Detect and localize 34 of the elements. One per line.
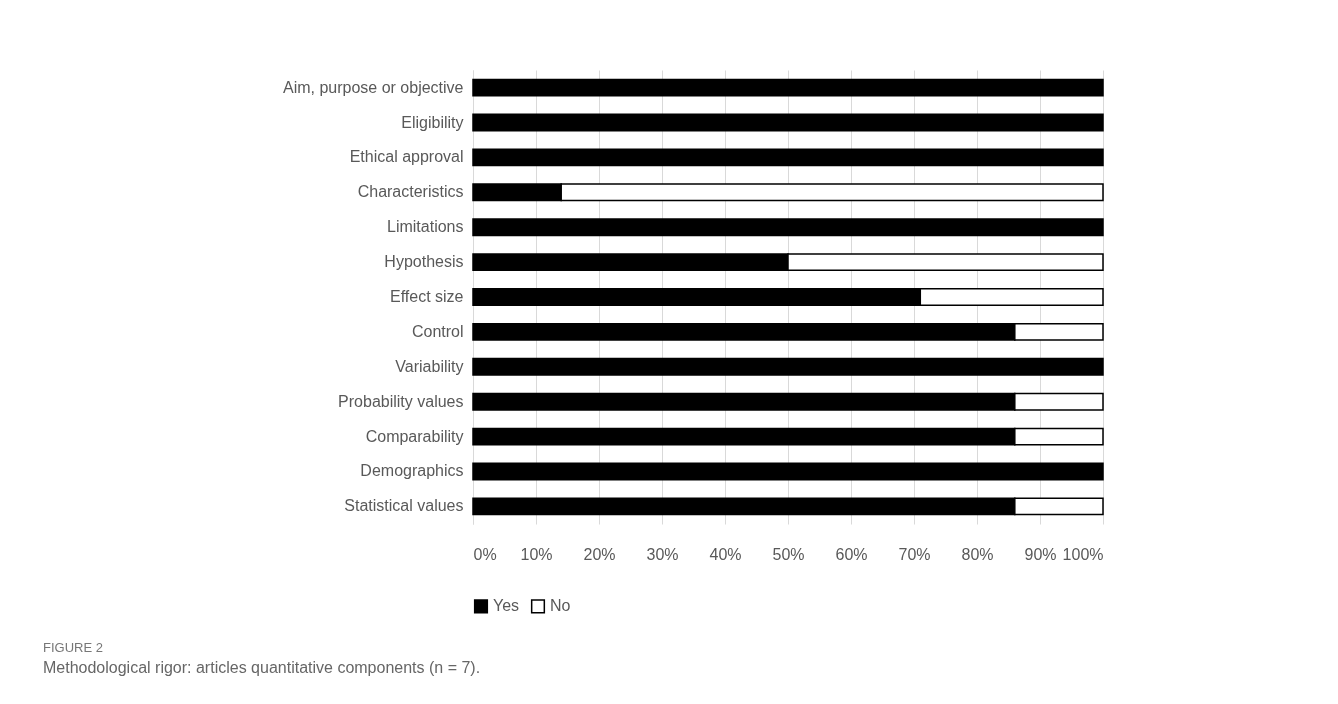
- caption: FIGURE 2: [43, 640, 104, 655]
- x-tick-label: 60%: [835, 545, 868, 563]
- x-tick-label: 70%: [898, 545, 931, 563]
- x-tick-label: 10%: [520, 545, 553, 563]
- y-tick-label: Demographics: [360, 462, 464, 480]
- y-tick-label: Hypothesis: [384, 253, 464, 271]
- x-tick-label: 100%: [1062, 545, 1104, 563]
- y-tick-label: Probability values: [338, 392, 464, 410]
- bar: [472, 218, 1104, 237]
- x-tick-label: 20%: [583, 545, 616, 563]
- y-tick-label: Limitations: [387, 218, 464, 236]
- x-tick-label: 0%: [473, 545, 497, 563]
- y-tick-label: Variability: [395, 357, 464, 375]
- bar: [472, 78, 1104, 97]
- y-tick-label: Statistical values: [344, 497, 464, 515]
- y-tick-label: Ethical approval: [349, 148, 464, 166]
- y-tick-label: Effect size: [389, 288, 464, 305]
- bar: [472, 113, 1104, 132]
- x-tick-label: 80%: [961, 545, 994, 563]
- x-tick-label: 90%: [1024, 545, 1057, 563]
- y-tick-label: Characteristics: [357, 183, 464, 201]
- y-tick-label: Eligibility: [401, 113, 464, 131]
- bar: [472, 462, 1104, 481]
- text: Methodological rigor: articles quantitative components (n = 7).: [43, 659, 481, 677]
- y-tick-label: Aim, purpose or objective: [282, 78, 464, 96]
- x-tick-label: 50%: [772, 545, 805, 563]
- legend-label: Yes: [493, 597, 520, 615]
- bar: [472, 148, 1104, 167]
- x-tick-label: 30%: [646, 545, 679, 563]
- bar: [472, 357, 1104, 376]
- x-tick-label: 40%: [709, 545, 742, 563]
- y-tick-label: Control: [411, 322, 464, 340]
- y-tick-label: Comparability: [365, 427, 464, 445]
- legend-label: No: [550, 597, 571, 615]
